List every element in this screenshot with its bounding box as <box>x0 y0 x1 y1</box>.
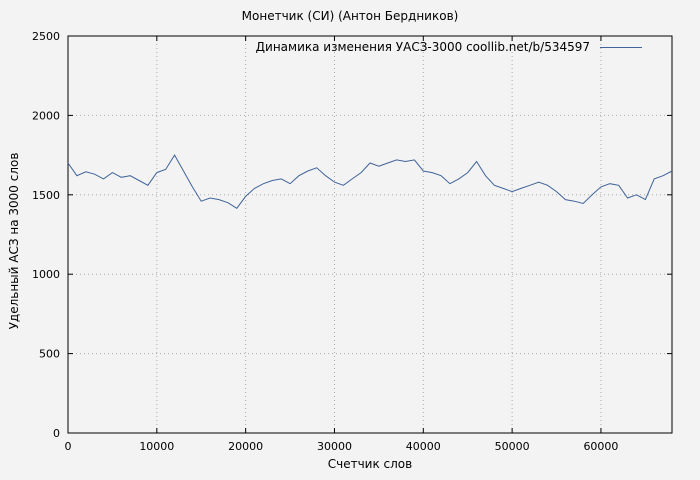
svg-text:0: 0 <box>65 440 72 453</box>
svg-text:2000: 2000 <box>32 109 60 122</box>
legend: Динамика изменения УАСЗ-3000 coollib.net… <box>256 40 642 54</box>
svg-text:1500: 1500 <box>32 189 60 202</box>
svg-text:1000: 1000 <box>32 268 60 281</box>
svg-text:2500: 2500 <box>32 30 60 43</box>
legend-label: Динамика изменения УАСЗ-3000 coollib.net… <box>255 40 590 54</box>
chart-title: Монетчик (СИ) (Антон Бердников) <box>241 9 459 23</box>
svg-text:30000: 30000 <box>317 440 352 453</box>
x-axis-label: Счетчик слов <box>327 457 413 471</box>
svg-text:20000: 20000 <box>228 440 263 453</box>
svg-text:10000: 10000 <box>139 440 174 453</box>
legend-line-sample <box>600 46 642 48</box>
svg-text:40000: 40000 <box>406 440 441 453</box>
svg-text:60000: 60000 <box>583 440 618 453</box>
svg-text:0: 0 <box>53 427 60 440</box>
svg-text:500: 500 <box>39 348 60 361</box>
svg-text:50000: 50000 <box>495 440 530 453</box>
